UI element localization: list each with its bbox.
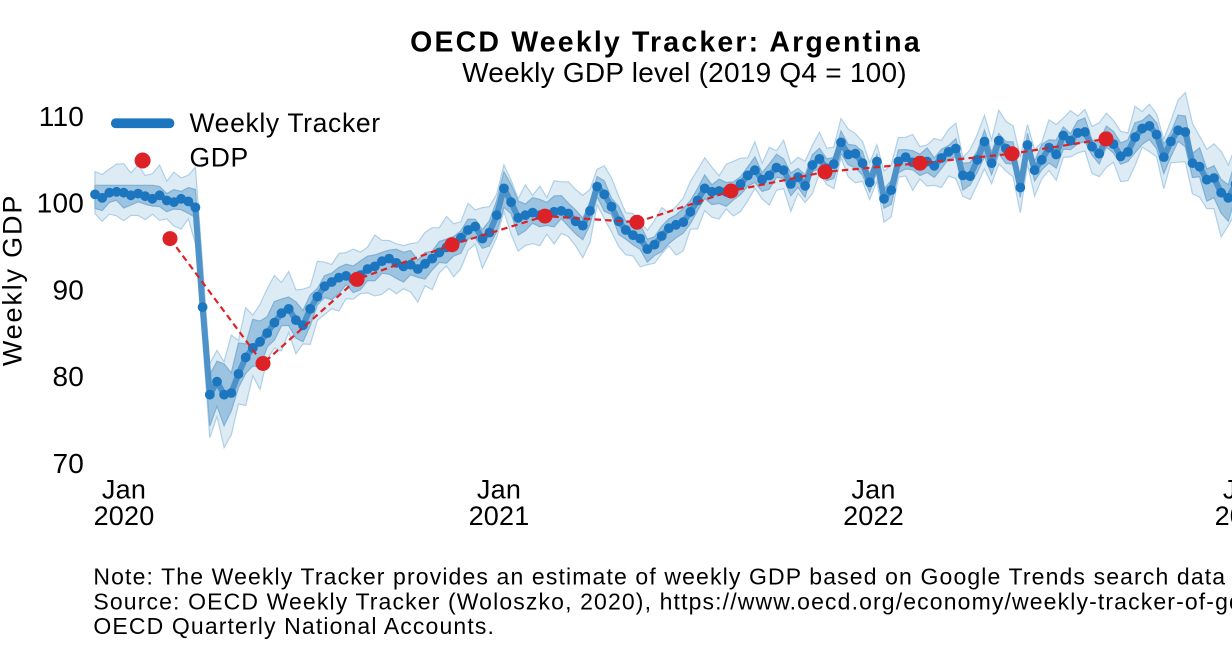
svg-text:Weekly GDP level (2019 Q4 = 10: Weekly GDP level (2019 Q4 = 100) [462, 57, 907, 88]
svg-text:70: 70 [52, 448, 84, 479]
svg-text:2023: 2023 [1215, 501, 1232, 531]
svg-text:90: 90 [52, 274, 84, 305]
svg-text:100: 100 [37, 188, 84, 219]
svg-text:Jan: Jan [102, 475, 146, 505]
svg-text:Weekly GDP: Weekly GDP [0, 194, 28, 366]
svg-text:Jan: Jan [477, 475, 521, 505]
svg-text:Jan: Jan [1223, 475, 1232, 505]
svg-text:Jan: Jan [851, 475, 895, 505]
svg-text:Weekly Tracker: Weekly Tracker [190, 108, 381, 138]
svg-text:2020: 2020 [94, 501, 155, 531]
svg-text:2022: 2022 [843, 501, 904, 531]
svg-text:OECD Quarterly National Accoun: OECD Quarterly National Accounts. [93, 613, 495, 639]
svg-text:110: 110 [39, 101, 84, 132]
svg-text:2021: 2021 [469, 501, 530, 531]
svg-text:GDP: GDP [190, 143, 249, 173]
svg-text:80: 80 [52, 361, 84, 392]
svg-text:Source: OECD Weekly Tracker (W: Source: OECD Weekly Tracker (Woloszko, 2… [93, 588, 1232, 614]
svg-text:Note: The Weekly Tracker provi: Note: The Weekly Tracker provides an est… [93, 564, 1232, 590]
svg-text:OECD Weekly Tracker: Argentina: OECD Weekly Tracker: Argentina [410, 27, 922, 59]
